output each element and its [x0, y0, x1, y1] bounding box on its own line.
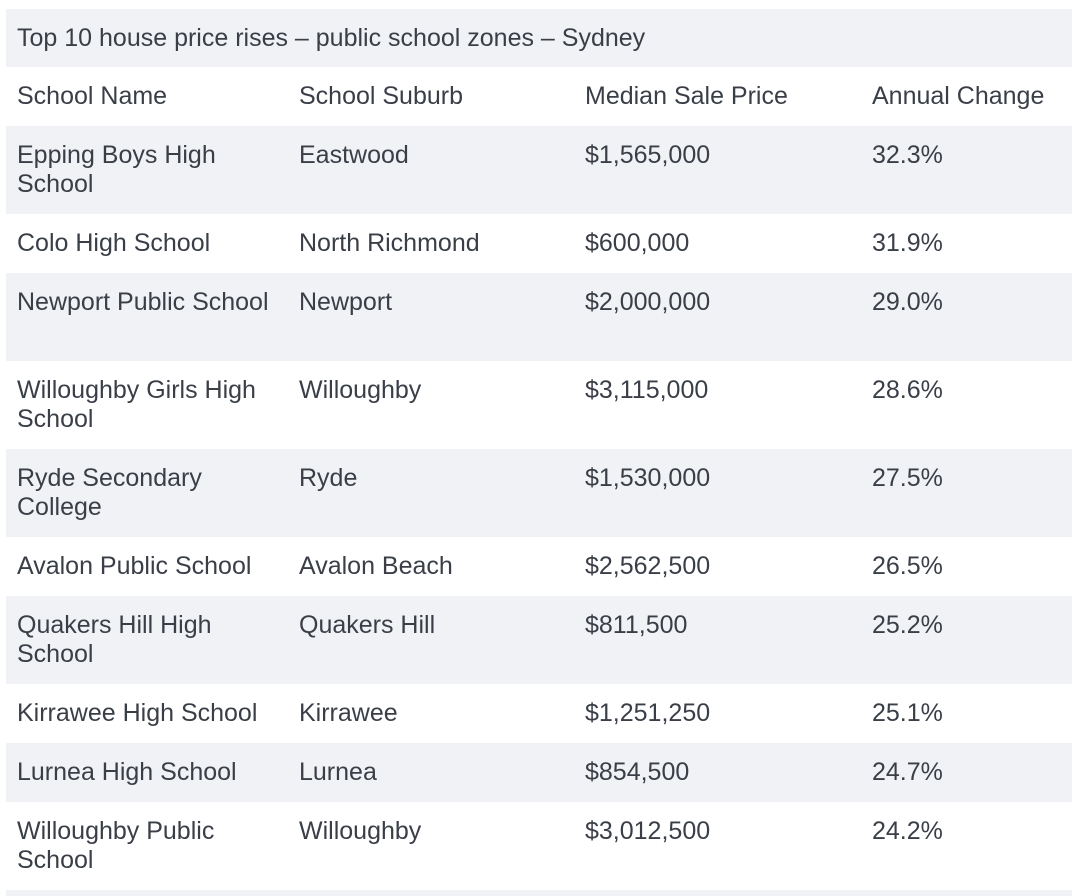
- cell-school-name: Epping Boys High School: [17, 141, 216, 198]
- table-row: Avalon Public School Avalon Beach $2,562…: [6, 537, 1072, 596]
- cell-median-sale-price: $1,251,250: [585, 699, 711, 727]
- cell-annual-change: 28.6%: [872, 376, 943, 404]
- cell-median-sale-price: $600,000: [585, 229, 690, 257]
- header-annual-change: Annual Change: [872, 82, 1045, 110]
- cell-school-name: Ryde Secondary College: [17, 464, 202, 521]
- cell-school-suburb: Kirrawee: [299, 699, 398, 727]
- header-median-sale-price: Median Sale Price: [585, 82, 788, 110]
- cell-annual-change: 25.2%: [872, 611, 943, 639]
- cell-annual-change: 32.3%: [872, 141, 943, 169]
- cell-annual-change: 26.5%: [872, 552, 943, 580]
- cell-median-sale-price: $854,500: [585, 758, 690, 786]
- cell-school-suburb: Quakers Hill: [299, 611, 436, 639]
- cell-school-name: Colo High School: [17, 229, 211, 257]
- cell-median-sale-price: $3,115,000: [585, 376, 709, 404]
- cell-school-name: Quakers Hill High School: [17, 611, 212, 668]
- cell-median-sale-price: $1,565,000: [585, 141, 711, 169]
- price-rise-table: Top 10 house price rises – public school…: [6, 9, 1072, 896]
- table-row: Ryde Secondary College Ryde $1,530,000 2…: [6, 449, 1072, 537]
- table-title: Top 10 house price rises – public school…: [6, 9, 1072, 67]
- table-row: Newport Public School Newport $2,000,000…: [6, 273, 1072, 361]
- cell-school-suburb: Eastwood: [299, 141, 409, 169]
- cell-median-sale-price: $1,530,000: [585, 464, 711, 492]
- cell-annual-change: 24.2%: [872, 817, 943, 845]
- table-row: Quakers Hill High School Quakers Hill $8…: [6, 596, 1072, 684]
- cell-median-sale-price: $811,500: [585, 611, 688, 639]
- cell-school-suburb: Newport: [299, 288, 393, 316]
- table-row: Lurnea High School Lurnea $854,500 24.7%: [6, 743, 1072, 802]
- cell-school-suburb: Willoughby: [299, 817, 422, 845]
- cell-annual-change: 31.9%: [872, 229, 943, 257]
- cell-annual-change: 24.7%: [872, 758, 943, 786]
- header-school-name: School Name: [17, 82, 168, 110]
- cell-school-suburb: Ryde: [299, 464, 358, 492]
- table-header-row: School Name School Suburb Median Sale Pr…: [6, 67, 1072, 126]
- table-row: Willoughby Girls High School Willoughby …: [6, 361, 1072, 449]
- cell-annual-change: 25.1%: [872, 699, 943, 727]
- cell-school-suburb: North Richmond: [299, 229, 480, 257]
- cell-median-sale-price: $2,562,500: [585, 552, 711, 580]
- cell-school-suburb: Avalon Beach: [299, 552, 453, 580]
- table-row: Kirrawee High School Kirrawee $1,251,250…: [6, 684, 1072, 743]
- cell-school-name: Avalon Public School: [17, 552, 252, 580]
- table-row: Colo High School North Richmond $600,000…: [6, 214, 1072, 273]
- cell-school-name: Willoughby Public School: [17, 817, 215, 874]
- cell-school-name: Newport Public School: [17, 288, 269, 316]
- cell-school-suburb: Lurnea: [299, 758, 377, 786]
- cell-median-sale-price: $3,012,500: [585, 817, 711, 845]
- cell-school-name: Lurnea High School: [17, 758, 237, 786]
- cell-school-name: Kirrawee High School: [17, 699, 258, 727]
- cell-school-suburb: Willoughby: [299, 376, 422, 404]
- table-row: Epping Boys High School Eastwood $1,565,…: [6, 126, 1072, 214]
- table-bottom-strip: [6, 890, 1072, 896]
- header-school-suburb: School Suburb: [299, 82, 464, 110]
- cell-annual-change: 27.5%: [872, 464, 943, 492]
- table-row: Willoughby Public School Willoughby $3,0…: [6, 802, 1072, 890]
- cell-annual-change: 29.0%: [872, 288, 943, 316]
- cell-school-name: Willoughby Girls High School: [17, 376, 256, 433]
- cell-median-sale-price: $2,000,000: [585, 288, 711, 316]
